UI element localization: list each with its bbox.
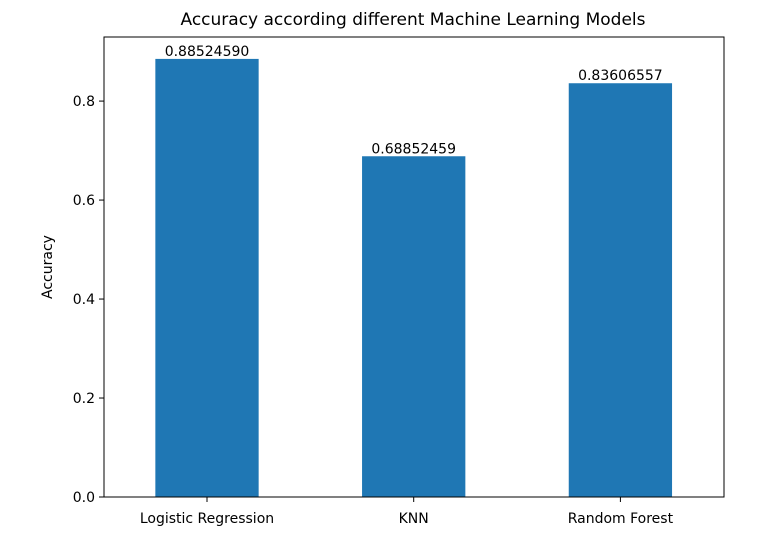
value-labels-group: 0.88524590 0.68852459 0.83606557: [165, 44, 663, 157]
y-axis-ticks: 0.0 0.2 0.4 0.6 0.8: [73, 94, 104, 506]
plot-frame: [103, 36, 725, 498]
bar-2: [568, 83, 673, 497]
bar-value-label-2: 0.83606557: [578, 68, 663, 84]
x-axis-ticks: Logistic Regression KNN Random Forest: [140, 497, 674, 527]
chart-title: Accuracy according different Machine Lea…: [181, 10, 646, 30]
y-axis-label: Accuracy: [40, 235, 56, 299]
x-tick-label-1: KNN: [399, 511, 429, 527]
y-tick-label-0: 0.0: [73, 490, 95, 506]
bars-group: [155, 58, 673, 497]
x-tick-label-0: Logistic Regression: [140, 511, 274, 527]
bar-1: [362, 156, 466, 497]
bar-value-label-0: 0.88524590: [165, 44, 250, 60]
y-tick-label-4: 0.8: [73, 94, 95, 110]
bar-value-label-1: 0.68852459: [371, 141, 456, 157]
y-tick-label-3: 0.6: [73, 193, 95, 209]
y-tick-label-2: 0.4: [73, 292, 95, 308]
y-tick-label-1: 0.2: [73, 391, 95, 407]
bar-0: [155, 58, 259, 497]
x-tick-label-2: Random Forest: [568, 511, 674, 527]
